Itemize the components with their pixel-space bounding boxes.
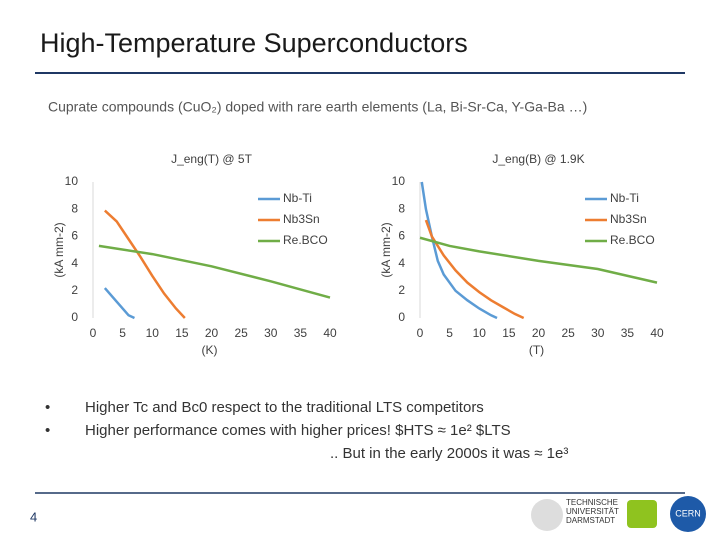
y-tick-label: 8 (71, 201, 78, 215)
x-axis-label: (K) (202, 343, 218, 357)
page-number: 4 (30, 509, 37, 524)
x-tick-label: 35 (294, 326, 308, 340)
logo-text: DARMSTADT (566, 516, 615, 525)
y-tick-label: 8 (398, 201, 405, 215)
y-tick-label: 2 (398, 283, 405, 297)
x-tick-label: 20 (205, 326, 219, 340)
bullet: Higher performance comes with higher pri… (85, 422, 511, 439)
legend-label: Nb3Sn (610, 212, 647, 226)
x-tick-label: 5 (119, 326, 126, 340)
series-line (424, 219, 525, 320)
logo-text: UNIVERSITÄT (566, 507, 619, 516)
y-axis-label: (kA mm-2) (52, 222, 66, 277)
x-tick-label: 15 (175, 326, 189, 340)
series-line (98, 244, 331, 299)
x-tick-label: 10 (473, 326, 487, 340)
logo-ce (627, 500, 657, 528)
logo-cern (670, 496, 706, 532)
x-tick-label: 5 (446, 326, 453, 340)
x-tick-label: 35 (621, 326, 635, 340)
x-tick-label: 25 (234, 326, 248, 340)
x-tick-label: 40 (650, 326, 664, 340)
x-tick-label: 40 (323, 326, 337, 340)
series-line (419, 236, 658, 284)
series-line (103, 287, 135, 320)
y-tick-label: 6 (398, 229, 405, 243)
y-tick-label: 6 (71, 229, 78, 243)
y-tick-label: 2 (71, 283, 78, 297)
logo-text: CERN (675, 508, 701, 518)
y-tick-label: 0 (398, 310, 405, 324)
slide-title: High-Temperature Superconductors (40, 28, 468, 58)
bullet-dot: • (45, 399, 50, 416)
x-tick-label: 10 (146, 326, 160, 340)
chart-title: J_eng(T) @ 5T (171, 152, 253, 166)
logo-emblem (531, 499, 563, 531)
x-tick-label: 15 (502, 326, 516, 340)
y-tick-label: 4 (398, 256, 405, 270)
y-tick-label: 0 (71, 310, 78, 324)
bullet: Higher Tc and Bc0 respect to the traditi… (85, 399, 484, 416)
bullet-dot: • (45, 422, 50, 439)
logo-text: TECHNISCHE (566, 498, 618, 507)
x-axis-label: (T) (529, 343, 544, 357)
x-tick-label: 30 (591, 326, 605, 340)
legend-label: Re.BCO (283, 233, 328, 247)
y-tick-label: 10 (65, 174, 79, 188)
legend-label: Nb-Ti (283, 191, 312, 205)
x-tick-label: 0 (90, 326, 97, 340)
legend-label: Nb3Sn (283, 212, 320, 226)
x-tick-label: 25 (561, 326, 575, 340)
y-tick-label: 10 (392, 174, 406, 188)
subtitle: Cuprate compounds (CuO₂) doped with rare… (48, 99, 587, 115)
y-axis-label: (kA mm-2) (379, 222, 393, 277)
x-tick-label: 0 (417, 326, 424, 340)
y-tick-label: 4 (71, 256, 78, 270)
x-tick-label: 30 (264, 326, 278, 340)
legend-label: Re.BCO (610, 233, 655, 247)
legend-label: Nb-Ti (610, 191, 639, 205)
note: .. But in the early 2000s it was ≈ 1e³ (330, 445, 568, 462)
chart-title: J_eng(B) @ 1.9K (492, 152, 584, 166)
series-line (420, 181, 498, 320)
x-tick-label: 20 (532, 326, 546, 340)
series-line (104, 209, 186, 319)
